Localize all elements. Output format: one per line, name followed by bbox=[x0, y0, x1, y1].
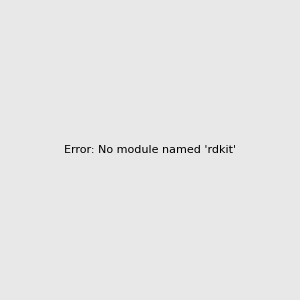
Text: Error: No module named 'rdkit': Error: No module named 'rdkit' bbox=[64, 145, 236, 155]
